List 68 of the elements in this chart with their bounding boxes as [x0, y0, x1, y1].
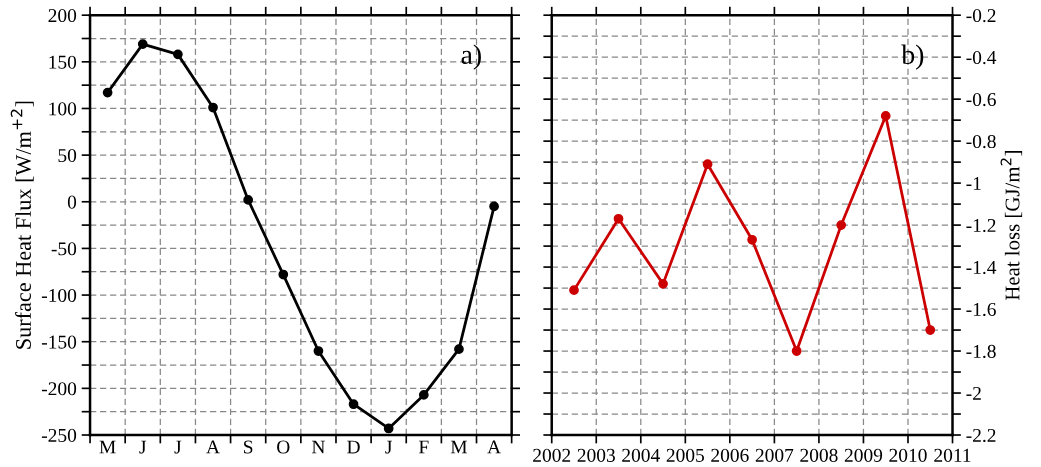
y2-tick-label: -1.2: [966, 218, 996, 233]
x-tick-label: A: [206, 440, 220, 454]
y-tick-label: 0: [67, 195, 77, 209]
annotation: b): [901, 44, 924, 70]
x-tick-label: J: [139, 440, 147, 454]
point: [747, 234, 757, 245]
y2-tick-label: -1.8: [966, 344, 996, 359]
point: [489, 201, 499, 212]
x-tick-label: M: [450, 440, 468, 454]
y2-tick-label: -1.4: [966, 260, 997, 275]
y2-tick-label: -1: [966, 177, 981, 190]
point: [791, 346, 802, 356]
point: [836, 220, 847, 230]
point: [383, 423, 394, 434]
x-tick-label: 2007: [755, 448, 794, 462]
y2-tick-label: -0.6: [966, 92, 996, 107]
point: [137, 39, 148, 49]
y-tick-label: -150: [41, 335, 77, 349]
y-tick-label: -250: [41, 428, 77, 442]
y2-axis-title: Heat loss [GJ/m$^{2}$]: [1000, 151, 1023, 301]
point: [418, 390, 429, 400]
point: [313, 346, 324, 356]
x-tick-label: 2008: [800, 448, 838, 462]
y2-tick-label: -2.2: [966, 428, 996, 443]
point: [880, 111, 891, 121]
x-tick-label: A: [487, 440, 501, 454]
x-tick-label: M: [99, 440, 116, 454]
point: [613, 213, 624, 224]
x-tick-label: J: [174, 440, 182, 454]
y-tick-label: 50: [58, 148, 77, 163]
x-tick-label: O: [277, 440, 290, 454]
point: [243, 195, 254, 205]
point: [569, 285, 579, 296]
x-tick-label: S: [244, 440, 253, 454]
y-axis-title: Surface Heat Flux [W/m$^{+2}$]: [10, 101, 34, 349]
y-tick-label: -200: [41, 382, 77, 396]
y2-tick-label: -1.6: [966, 302, 996, 317]
x-tick-label: 2011: [934, 448, 971, 462]
point: [658, 279, 668, 289]
annotation: a): [461, 44, 481, 70]
y-tick-label: 150: [49, 55, 77, 69]
point: [102, 87, 113, 98]
y-tick-label: 100: [49, 102, 77, 116]
x-tick-label: N: [311, 440, 325, 454]
point: [278, 269, 289, 280]
x-tick-label: 2004: [622, 448, 660, 462]
x-tick-label: J: [385, 440, 393, 454]
y2-tick-label: -0.2: [966, 8, 996, 23]
y2-tick-label: -0.8: [966, 134, 996, 149]
x-tick-label: 2006: [711, 448, 749, 462]
x-tick-label: 2009: [844, 448, 883, 462]
point: [208, 102, 218, 113]
y-tick-label: 200: [48, 8, 77, 23]
y2-tick-label: -0.4: [966, 50, 997, 65]
y-tick-label: -100: [41, 288, 77, 302]
x-tick-label: 2010: [889, 448, 927, 462]
point: [702, 159, 713, 170]
point: [454, 344, 464, 355]
point: [925, 325, 936, 335]
x-tick-label: F: [418, 440, 429, 454]
point: [348, 399, 359, 410]
x-tick-label: 2002: [533, 448, 571, 462]
x-tick-label: 2003: [577, 448, 615, 462]
y2-tick-label: -2: [966, 386, 981, 400]
x-tick-label: D: [347, 440, 360, 454]
y-tick-label: -50: [51, 242, 77, 256]
x-tick-label: 2005: [666, 448, 705, 462]
point: [173, 49, 183, 60]
